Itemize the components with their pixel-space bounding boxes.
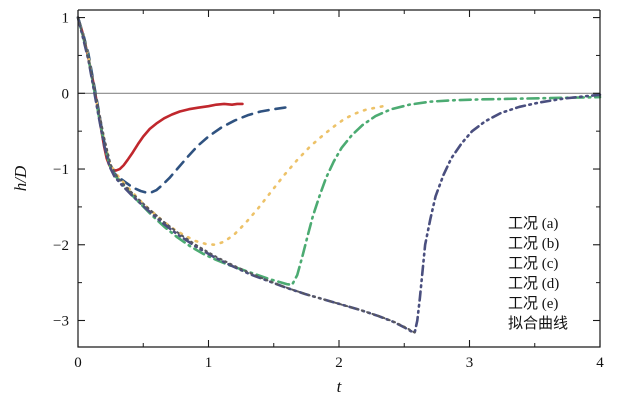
legend-label-fitted-curve: 拟合曲线 xyxy=(508,316,569,332)
legend-label-case-a: 工况 (a) xyxy=(508,216,559,232)
legend-item-case-c[interactable]: 工况 (c) xyxy=(455,254,605,274)
series-case-b xyxy=(76,16,291,194)
legend-item-fitted-curve[interactable]: 拟合曲线 xyxy=(455,314,605,334)
series-fitted-curve xyxy=(77,16,416,334)
y-axis-label: h/D xyxy=(11,165,30,191)
x-tick-label: 1 xyxy=(205,355,213,371)
legend-label-case-e: 工况 (e) xyxy=(508,296,559,312)
x-tick-label: 0 xyxy=(74,355,82,371)
legend-label-case-b: 工况 (b) xyxy=(508,236,560,252)
chart-legend: 工况 (a) 工况 (b) 工况 (c) 工况 (d) 工况 (e) 拟合曲线 xyxy=(455,214,605,334)
y-tick-label: 0 xyxy=(62,86,70,102)
y-tick-label: 1 xyxy=(62,11,70,27)
curve-layer xyxy=(76,16,602,334)
legend-item-case-a[interactable]: 工况 (a) xyxy=(455,214,605,234)
x-tick-label: 4 xyxy=(596,355,604,371)
legend-item-case-d[interactable]: 工况 (d) xyxy=(455,274,605,294)
x-tick-label: 3 xyxy=(466,355,474,371)
y-tick-label: −1 xyxy=(53,162,69,178)
y-axis-ticks: 1 0 −1 −2 −3 xyxy=(53,11,600,329)
legend-item-case-e[interactable]: 工况 (e) xyxy=(455,294,605,314)
x-tick-label: 2 xyxy=(335,355,343,371)
x-axis-label: t xyxy=(337,377,343,396)
y-tick-label: −2 xyxy=(53,238,69,254)
legend-label-case-c: 工况 (c) xyxy=(508,256,559,272)
legend-label-case-d: 工况 (d) xyxy=(508,276,560,292)
series-case-a xyxy=(76,16,244,172)
legend-item-case-b[interactable]: 工况 (b) xyxy=(455,234,605,254)
x-axis-ticks: 0 1 2 3 4 xyxy=(74,10,604,371)
series-case-e xyxy=(76,16,602,334)
y-tick-label: −3 xyxy=(53,313,69,329)
series-case-c xyxy=(76,16,385,247)
